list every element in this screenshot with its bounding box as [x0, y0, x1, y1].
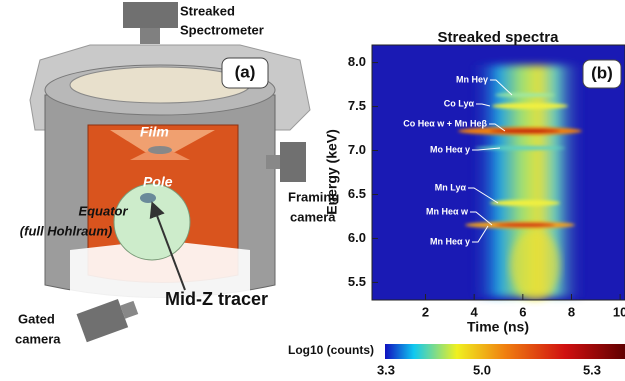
- panel-label: (a): [235, 62, 256, 81]
- gated-label: camera: [15, 331, 61, 346]
- film-label: Film: [140, 124, 169, 140]
- gated-label: Gated: [18, 311, 55, 326]
- equator-label: Equator: [78, 203, 128, 218]
- annotation: Mn Heα w: [426, 206, 469, 216]
- annotation: Mo Heα y: [430, 144, 470, 154]
- tracer-label: Mid-Z tracer: [165, 289, 268, 309]
- annotation: Mn Heα y: [430, 236, 470, 246]
- x-tick-label: 4: [471, 304, 479, 319]
- annotation: Mn Heγ: [456, 74, 488, 84]
- x-tick-label: 2: [422, 304, 429, 319]
- colorbar-tick-label: 5.3: [583, 362, 601, 377]
- equator-label: (full Hohlraum): [20, 223, 112, 238]
- x-tick-label: 10: [613, 304, 625, 319]
- panel-label: (b): [591, 63, 613, 82]
- colorbar-label: Log10 (counts): [288, 343, 374, 357]
- y-axis-label: Energy (keV): [324, 129, 340, 215]
- y-tick-label: 7.5: [348, 98, 366, 113]
- y-tick-label: 5.5: [348, 274, 366, 289]
- y-tick-label: 8.0: [348, 54, 366, 69]
- annotation: Mn Lyα: [435, 182, 467, 192]
- y-tick-label: 6.5: [348, 186, 366, 201]
- colorbar-tick-label: 5.0: [473, 362, 491, 377]
- spectrometer-label: Streaked: [180, 3, 235, 18]
- annotation: Co Lyα: [444, 98, 475, 108]
- pole-label: Pole: [143, 174, 173, 190]
- spectrometer-label: Spectrometer: [180, 22, 264, 37]
- y-tick-label: 6.0: [348, 230, 366, 245]
- x-tick-label: 8: [568, 304, 575, 319]
- annotation: Co Heα w + Mn Heβ: [403, 118, 487, 128]
- y-tick-label: 7.0: [348, 142, 366, 157]
- x-axis-label: Time (ns): [467, 319, 529, 335]
- colorbar-tick-label: 3.3: [377, 362, 395, 377]
- figure: Streaked Spectrometer (a) Film Pole Equa…: [0, 0, 625, 381]
- chart-title: Streaked spectra: [438, 29, 560, 46]
- colorbar: [385, 344, 625, 359]
- x-tick-label: 6: [519, 304, 526, 319]
